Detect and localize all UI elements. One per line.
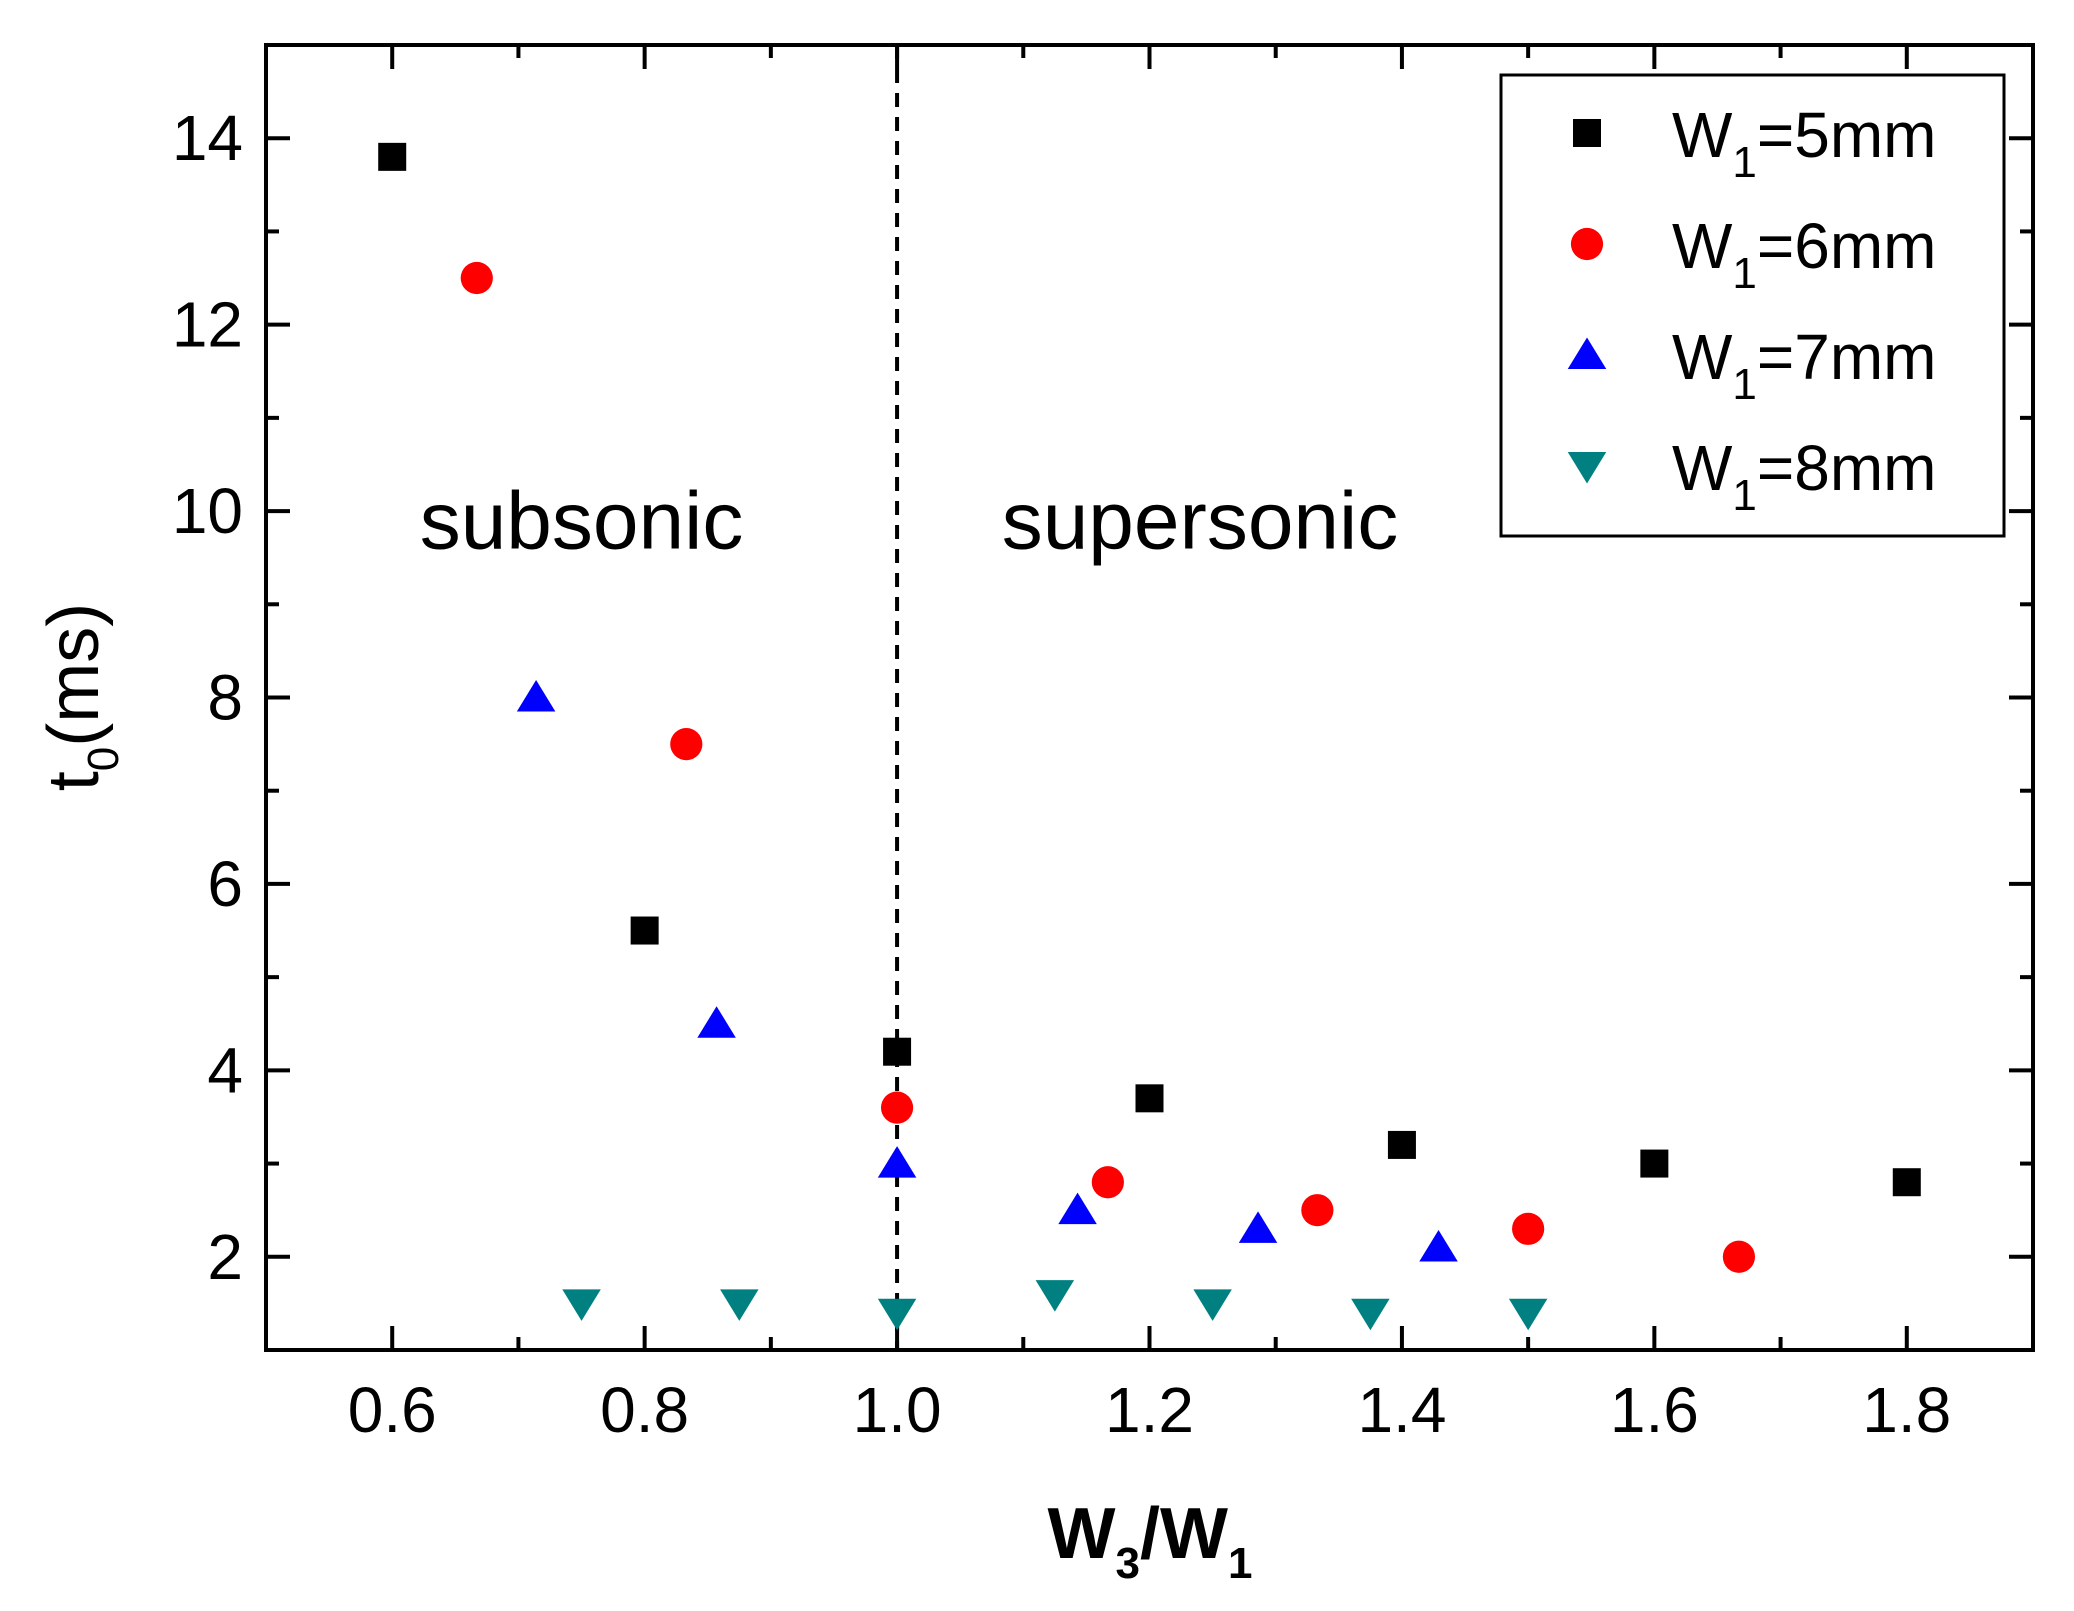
axis-titles: W3/W1 t0(ms) — [34, 603, 1252, 1588]
y-tick-label: 14 — [172, 102, 243, 174]
data-point-series-3 — [1238, 1211, 1278, 1243]
y-tick-label: 12 — [172, 289, 243, 361]
x-axis-title: W3/W1 — [1048, 1494, 1253, 1588]
y-tick-label: 10 — [172, 475, 243, 547]
legend-entry-label: W1=6mm — [1672, 210, 1936, 298]
legend-label-main: W — [1672, 321, 1733, 393]
x-tick-label: 1.2 — [1105, 1374, 1194, 1446]
data-point-series-1 — [1387, 1130, 1416, 1159]
legend-marker — [1573, 119, 1601, 147]
y-axis-title-part: (ms) — [34, 603, 114, 747]
data-point-series-3 — [1419, 1229, 1458, 1262]
x-tick-label: 0.8 — [600, 1374, 689, 1446]
data-point-series-1 — [630, 916, 659, 945]
data-point-series-4 — [1508, 1298, 1548, 1331]
legend-entry-label: W1=8mm — [1672, 432, 1936, 520]
data-point-series-2 — [1722, 1240, 1756, 1273]
data-point-series-3 — [1058, 1192, 1097, 1225]
region-annotation: subsonic — [420, 475, 744, 566]
data-point-series-4 — [1351, 1298, 1390, 1331]
legend-label-rest: =5mm — [1757, 99, 1937, 171]
data-point-series-4 — [720, 1289, 759, 1321]
data-point-series-1 — [378, 142, 407, 171]
legend-marker — [1567, 337, 1607, 369]
x-tick-label: 0.6 — [348, 1374, 437, 1446]
legend-label-main: W — [1672, 432, 1733, 504]
y-tick-label: 8 — [207, 662, 243, 734]
legend-entry-label: W1=5mm — [1672, 99, 1936, 187]
legend-label-sub: 1 — [1732, 360, 1756, 409]
legend-label-main: W — [1672, 99, 1733, 171]
x-axis-title-part: /W — [1140, 1494, 1228, 1574]
x-tick-label: 1.0 — [853, 1374, 942, 1446]
x-tick-label: 1.4 — [1357, 1374, 1446, 1446]
y-tick-label: 6 — [207, 848, 243, 920]
data-point-series-1 — [1135, 1084, 1164, 1113]
data-markers — [378, 142, 1921, 1331]
legend-entry-label: W1=7mm — [1672, 321, 1936, 409]
legend-label-rest: =7mm — [1757, 321, 1937, 393]
data-point-series-1 — [883, 1037, 912, 1066]
data-point-series-3 — [516, 680, 556, 712]
legend-label-sub: 1 — [1732, 138, 1756, 187]
data-point-series-2 — [1091, 1166, 1124, 1199]
data-point-series-2 — [460, 261, 493, 295]
region-annotation: supersonic — [1002, 475, 1399, 566]
data-point-series-2 — [670, 728, 703, 761]
data-point-series-4 — [562, 1289, 601, 1321]
legend-label-rest: =8mm — [1757, 432, 1937, 504]
tick-labels: 0.6 0.8 1.0 1.2 1.4 1.6 1.8 2 4 6 8 10 12 14 — [172, 102, 1951, 1446]
y-tick-label: 2 — [207, 1221, 243, 1293]
y-tick-label: 4 — [207, 1034, 243, 1106]
x-tick-label: 1.6 — [1610, 1374, 1699, 1446]
y-axis-title-part: 0 — [79, 747, 128, 771]
data-point-series-4 — [1193, 1289, 1232, 1321]
legend-marker — [1567, 452, 1607, 484]
x-tick-label: 1.8 — [1862, 1374, 1951, 1446]
annotations: subsonic supersonic — [420, 475, 1399, 566]
legend-label-sub: 1 — [1732, 471, 1756, 520]
legend-marker — [1570, 227, 1604, 261]
y-axis-title: t0(ms) — [34, 603, 128, 791]
data-point-series-1 — [1892, 1168, 1921, 1197]
data-point-series-1 — [1640, 1149, 1669, 1178]
legend-label-main: W — [1672, 210, 1733, 282]
y-axis-title-part: t — [34, 771, 114, 791]
x-axis-title-part: 1 — [1228, 1539, 1252, 1588]
legend-label-sub: 1 — [1732, 249, 1756, 298]
data-point-series-4 — [877, 1298, 917, 1331]
legend-label-rest: =6mm — [1757, 210, 1937, 282]
data-point-series-3 — [697, 1006, 736, 1038]
data-point-series-2 — [880, 1091, 914, 1124]
x-axis-title-part: W — [1048, 1494, 1116, 1574]
data-point-series-2 — [1301, 1194, 1334, 1227]
data-point-series-4 — [1035, 1280, 1075, 1312]
data-point-series-3 — [877, 1146, 917, 1178]
x-axis-title-part: 3 — [1116, 1539, 1140, 1588]
data-point-series-2 — [1512, 1212, 1545, 1245]
